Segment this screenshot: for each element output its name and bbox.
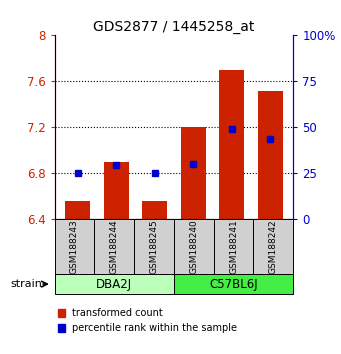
Text: GSM188244: GSM188244: [110, 219, 119, 274]
Text: GSM188240: GSM188240: [189, 219, 198, 274]
Text: strain: strain: [10, 279, 42, 289]
Bar: [104, 162, 129, 219]
Bar: [65, 201, 90, 219]
Bar: [142, 201, 167, 219]
Text: C57BL6J: C57BL6J: [209, 278, 258, 291]
Bar: [181, 127, 206, 219]
Text: GSM188243: GSM188243: [70, 219, 79, 274]
Title: GDS2877 / 1445258_at: GDS2877 / 1445258_at: [93, 21, 255, 34]
Text: GSM188242: GSM188242: [269, 219, 278, 274]
Bar: [219, 70, 244, 219]
Text: GSM188241: GSM188241: [229, 219, 238, 274]
Bar: [258, 91, 283, 219]
Text: percentile rank within the sample: percentile rank within the sample: [72, 323, 237, 333]
Text: DBA2J: DBA2J: [96, 278, 132, 291]
Text: GSM188245: GSM188245: [149, 219, 159, 274]
Text: transformed count: transformed count: [72, 308, 162, 318]
